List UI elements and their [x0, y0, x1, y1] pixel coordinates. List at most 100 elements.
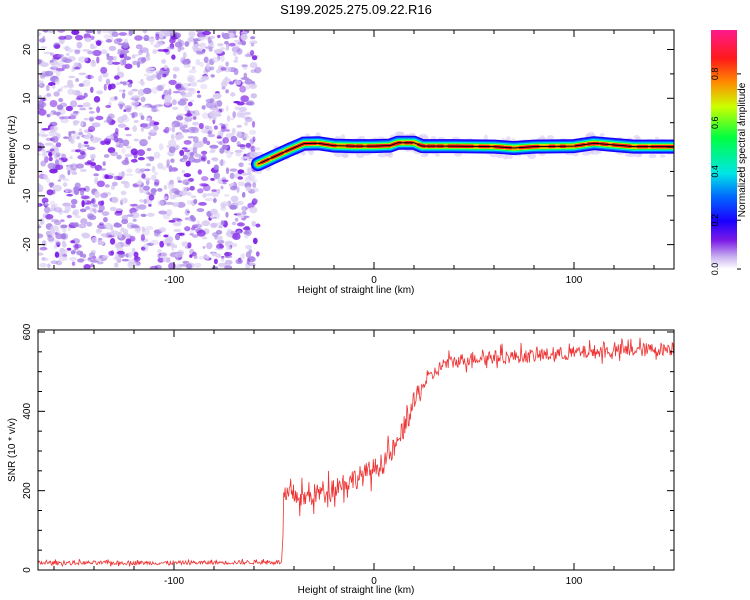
- noise-blob: [241, 211, 247, 215]
- noise-blob: [137, 184, 143, 188]
- noise-blob: [69, 222, 76, 226]
- noise-blob: [217, 263, 227, 268]
- noise-blob: [219, 122, 224, 126]
- noise-blob: [71, 67, 75, 72]
- noise-blob: [163, 94, 172, 102]
- noise-blob: [248, 174, 256, 181]
- noise-blob: [68, 83, 74, 89]
- noise-blob: [116, 82, 121, 85]
- noise-blob: [107, 60, 114, 66]
- noise-blob: [174, 41, 183, 48]
- noise-blob: [177, 100, 187, 106]
- noise-blob: [163, 234, 169, 238]
- noise-blob: [86, 146, 96, 151]
- noise-blob: [100, 192, 109, 199]
- noise-blob: [84, 161, 91, 166]
- noise-blob: [49, 125, 56, 133]
- noise-blob: [150, 239, 159, 245]
- noise-blob: [213, 125, 218, 130]
- noise-blob: [224, 40, 229, 45]
- y-tick-label: 20: [22, 44, 33, 56]
- noise-blob: [38, 80, 44, 84]
- noise-blob: [102, 74, 109, 78]
- noise-blob: [201, 157, 206, 161]
- noise-blob: [82, 49, 91, 52]
- noise-blob: [49, 100, 58, 108]
- snr-plot-area: [38, 330, 674, 570]
- noise-blob: [123, 109, 127, 112]
- noise-blob: [249, 83, 257, 89]
- noise-blob: [252, 187, 259, 193]
- noise-blob: [177, 180, 182, 183]
- noise-blob: [87, 74, 91, 80]
- noise-blob: [90, 60, 97, 68]
- noise-blob: [100, 49, 108, 55]
- noise-blob: [213, 164, 219, 171]
- noise-blob: [237, 211, 242, 218]
- noise-blob: [193, 255, 198, 259]
- noise-blob: [197, 188, 204, 194]
- track-halo: [572, 152, 579, 157]
- noise-blob: [181, 94, 187, 98]
- noise-blob: [192, 116, 197, 120]
- noise-blob: [91, 199, 95, 203]
- noise-blob: [172, 91, 181, 94]
- noise-blob: [184, 104, 189, 112]
- noise-blob: [220, 185, 224, 190]
- noise-blob: [176, 113, 186, 116]
- y-tick-label: 400: [22, 403, 33, 420]
- noise-blob: [204, 125, 210, 130]
- noise-blob: [201, 75, 210, 81]
- noise-blob: [89, 117, 94, 122]
- noise-blob: [157, 200, 165, 206]
- noise-blob: [156, 73, 162, 80]
- noise-blob: [73, 120, 80, 124]
- noise-blob: [159, 240, 165, 248]
- noise-blob: [194, 153, 202, 158]
- noise-blob: [209, 66, 215, 71]
- noise-blob: [249, 256, 255, 261]
- noise-blob: [125, 107, 132, 113]
- noise-blob: [179, 264, 188, 267]
- track-halo: [340, 134, 346, 140]
- noise-blob: [255, 251, 260, 257]
- noise-blob: [79, 208, 87, 213]
- noise-blob: [234, 40, 241, 47]
- noise-blob: [225, 122, 229, 130]
- noise-blob: [250, 43, 255, 47]
- noise-blob: [40, 160, 46, 167]
- noise-blob: [74, 50, 81, 55]
- noise-blob: [110, 151, 119, 157]
- noise-blob: [70, 198, 78, 205]
- noise-blob: [80, 195, 90, 200]
- noise-blob: [67, 170, 71, 176]
- noise-blob: [81, 222, 85, 227]
- noise-blob: [151, 174, 157, 181]
- noise-blob: [114, 242, 122, 249]
- noise-blob: [68, 257, 78, 261]
- noise-blob: [49, 59, 54, 63]
- noise-blob: [172, 106, 179, 110]
- noise-blob: [166, 67, 170, 74]
- noise-blob: [179, 126, 185, 131]
- noise-blob: [183, 149, 191, 153]
- noise-blob: [226, 115, 231, 122]
- noise-blob: [84, 56, 89, 62]
- noise-blob: [157, 162, 164, 169]
- noise-blob: [250, 93, 257, 99]
- noise-blob: [183, 173, 191, 178]
- noise-blob: [232, 232, 241, 240]
- noise-blob: [83, 129, 90, 133]
- noise-blob: [88, 107, 93, 110]
- noise-blob: [176, 32, 182, 38]
- noise-blob: [183, 64, 191, 68]
- noise-blob: [98, 204, 105, 212]
- noise-blob: [189, 152, 195, 157]
- noise-blob: [79, 151, 86, 156]
- noise-blob: [105, 104, 112, 109]
- noise-blob: [39, 262, 47, 268]
- noise-blob: [55, 241, 61, 246]
- noise-blob: [55, 233, 64, 240]
- noise-blob: [208, 125, 212, 129]
